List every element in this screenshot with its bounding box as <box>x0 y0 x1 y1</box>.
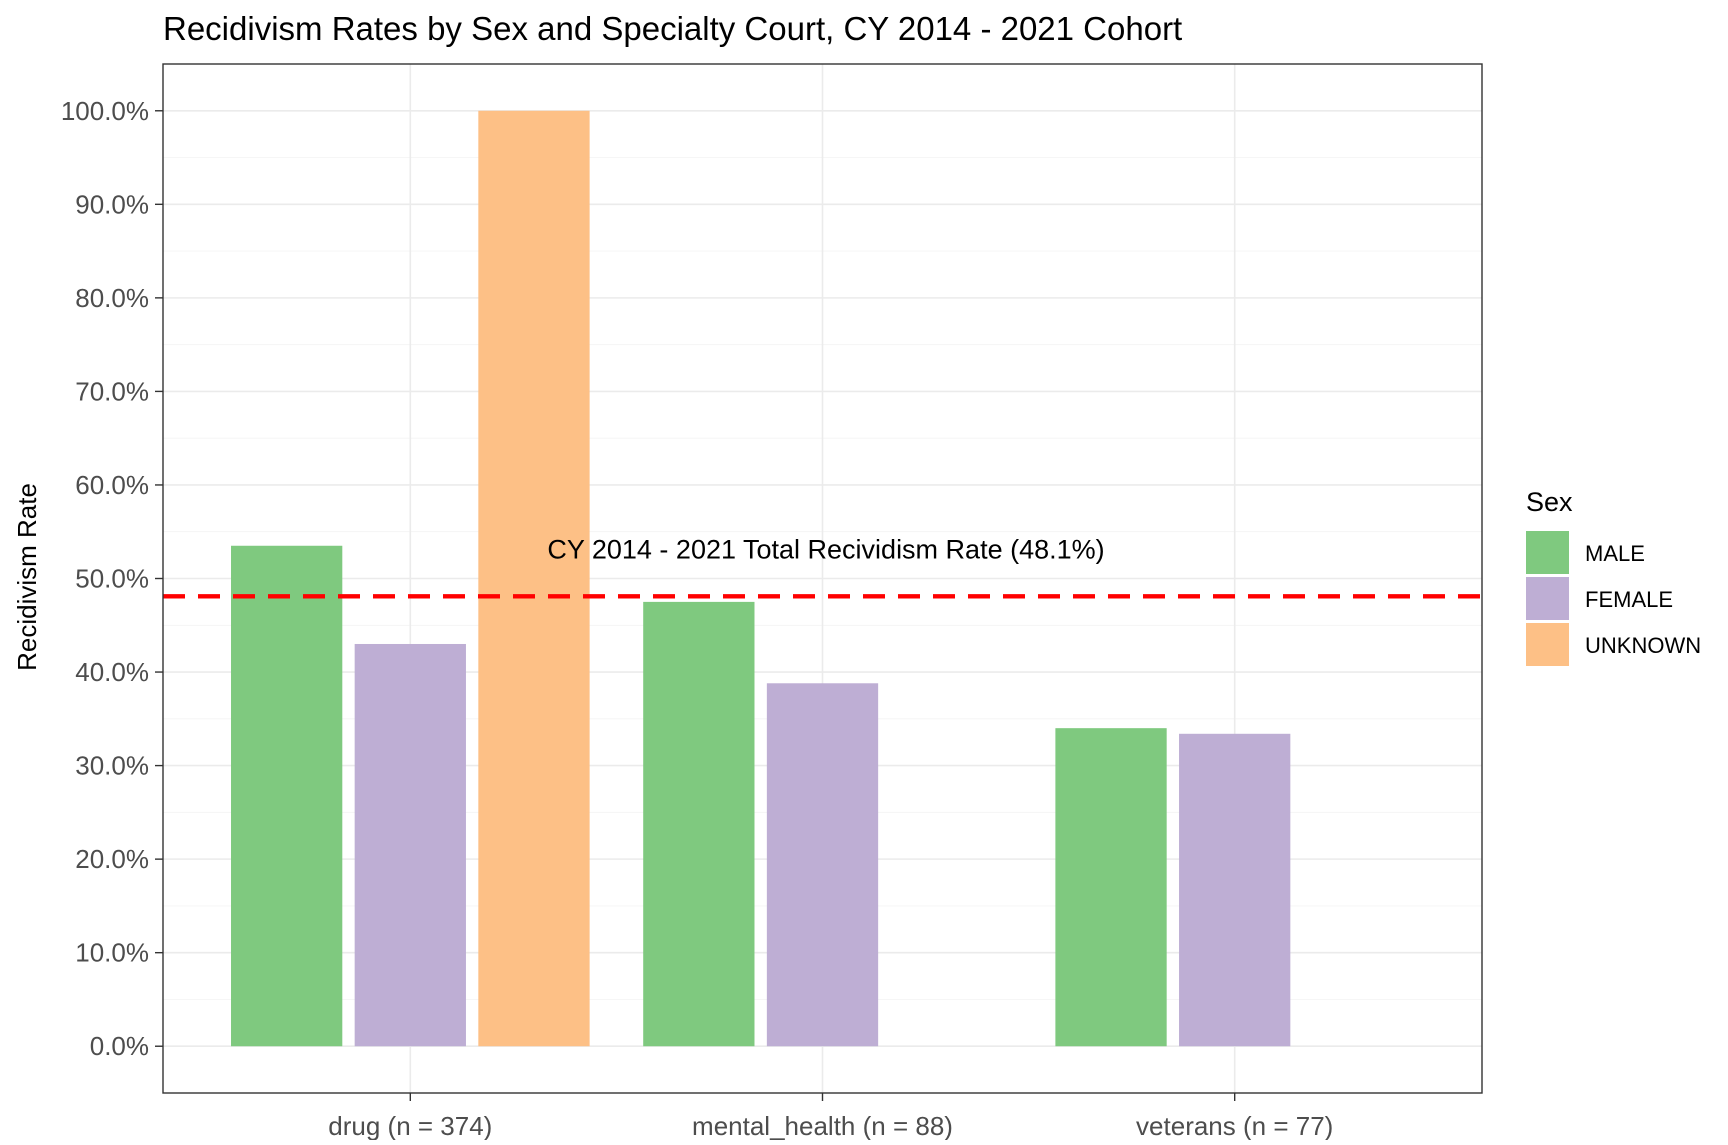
legend-swatch-male <box>1526 531 1569 574</box>
y-tick-label: 90.0% <box>75 189 149 219</box>
bar-female-0 <box>354 643 466 1047</box>
legend-swatch-female <box>1526 577 1569 620</box>
y-axis-title: Recidivism Rate <box>12 483 42 671</box>
y-tick-label: 20.0% <box>75 844 149 874</box>
legend-swatch-unknown <box>1526 623 1569 666</box>
reference-line-group: CY 2014 - 2021 Total Recividism Rate (48… <box>163 534 1482 599</box>
bars <box>231 110 1291 1047</box>
reference-line-label: CY 2014 - 2021 Total Recividism Rate (48… <box>547 534 1104 564</box>
bar-male-0 <box>231 545 343 1047</box>
bar-female-2 <box>1179 733 1291 1047</box>
y-tick-label: 60.0% <box>75 470 149 500</box>
legend-label-unknown: UNKNOWN <box>1585 633 1701 658</box>
x-tick-label: drug (n = 374) <box>328 1111 492 1140</box>
legend-label-male: MALE <box>1585 541 1645 566</box>
bar-unknown-0 <box>478 110 590 1047</box>
y-tick-label: 0.0% <box>90 1031 149 1061</box>
y-tick-label: 30.0% <box>75 751 149 781</box>
x-tick-label: mental_health (n = 88) <box>692 1111 953 1140</box>
y-tick-label: 10.0% <box>75 938 149 968</box>
bar-male-2 <box>1055 728 1167 1047</box>
y-tick-label: 40.0% <box>75 657 149 687</box>
y-tick-label: 80.0% <box>75 283 149 313</box>
bar-male-1 <box>643 601 755 1047</box>
x-tick-label: veterans (n = 77) <box>1136 1111 1333 1140</box>
legend: Sex MALE FEMALE UNKNOWN <box>1526 487 1701 666</box>
bar-female-1 <box>766 683 879 1047</box>
chart-title: Recidivism Rates by Sex and Specialty Co… <box>163 10 1182 47</box>
axes: 0.0% 10.0% 20.0% 30.0% 40.0% 50.0% 60.0% 70.0% 8… <box>61 63 1483 1141</box>
y-tick-label: 50.0% <box>75 564 149 594</box>
legend-title: Sex <box>1526 487 1573 517</box>
legend-label-female: FEMALE <box>1585 587 1673 612</box>
y-tick-label: 100.0% <box>61 96 149 126</box>
y-tick-label: 70.0% <box>75 376 149 406</box>
